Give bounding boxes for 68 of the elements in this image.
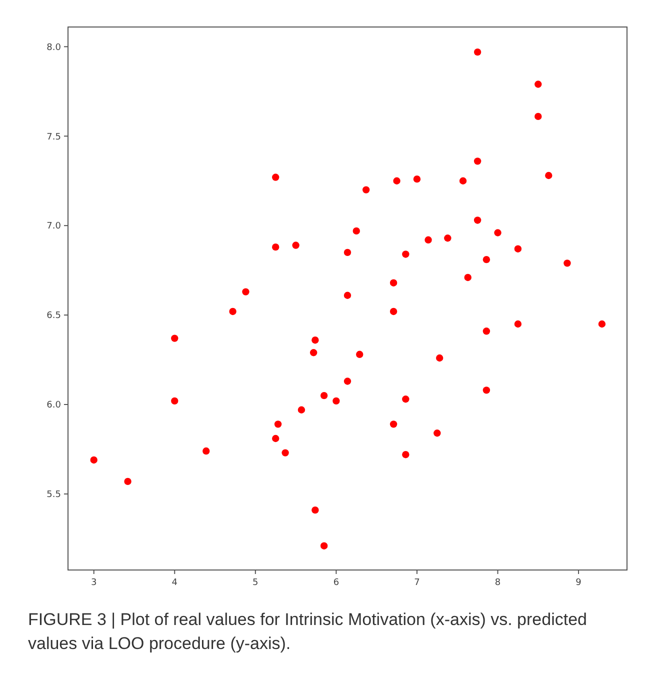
point	[320, 542, 328, 550]
point	[413, 175, 421, 183]
point	[474, 48, 482, 56]
point	[344, 248, 352, 256]
point	[320, 392, 328, 400]
caption: FIGURE 3 | Plot of real values for Intrinsic Motivation (x-axis) vs. predicted values via LOO procedure (y-axis).	[28, 609, 588, 655]
point	[424, 236, 432, 244]
point	[274, 420, 282, 428]
point	[344, 292, 352, 299]
point	[402, 250, 410, 258]
point	[344, 378, 352, 385]
point	[390, 308, 398, 316]
point	[272, 243, 280, 251]
point	[272, 174, 280, 181]
point	[514, 320, 522, 328]
point	[332, 397, 340, 405]
point	[272, 434, 280, 442]
point	[598, 320, 606, 328]
point	[171, 397, 178, 405]
point	[402, 396, 410, 403]
x-tick-label: 3	[90, 578, 97, 588]
point	[312, 336, 319, 344]
point	[292, 242, 300, 249]
point	[514, 245, 522, 252]
point	[90, 456, 98, 464]
point	[474, 158, 482, 165]
y-tick-label: 7.5	[46, 132, 61, 142]
point	[310, 349, 318, 356]
point	[494, 229, 502, 236]
point	[352, 227, 360, 235]
point	[202, 447, 210, 455]
point	[482, 328, 490, 335]
x-tick-label: 8	[494, 578, 501, 588]
point	[464, 274, 472, 282]
y-tick-label: 6.5	[46, 311, 61, 322]
point	[436, 354, 444, 362]
point	[444, 234, 452, 242]
point	[282, 449, 289, 456]
y-tick-label: 5.5	[46, 490, 61, 500]
point	[229, 308, 236, 316]
point	[402, 451, 410, 458]
x-tick-label: 6	[333, 578, 340, 588]
point	[312, 506, 319, 514]
point	[356, 350, 364, 358]
point	[393, 177, 400, 184]
point	[362, 186, 370, 194]
point	[545, 172, 552, 180]
point	[242, 288, 250, 296]
point	[124, 478, 132, 486]
x-tick-label: 5	[252, 578, 258, 588]
x-tick-label: 7	[414, 578, 420, 588]
y-tick-label: 6.0	[46, 400, 62, 411]
point	[482, 386, 490, 394]
point	[534, 112, 542, 120]
point	[298, 406, 306, 414]
point	[482, 256, 490, 264]
point	[171, 334, 178, 342]
point	[534, 80, 542, 88]
point	[390, 420, 398, 428]
x-tick-label: 9	[576, 578, 582, 588]
y-tick-label: 7.0	[46, 222, 62, 232]
point	[474, 216, 482, 224]
point	[564, 260, 571, 267]
point	[390, 279, 398, 286]
x-tick-label: 4	[172, 578, 178, 588]
point	[459, 177, 467, 184]
y-tick-label: 8.0	[46, 42, 62, 53]
point	[434, 430, 441, 437]
